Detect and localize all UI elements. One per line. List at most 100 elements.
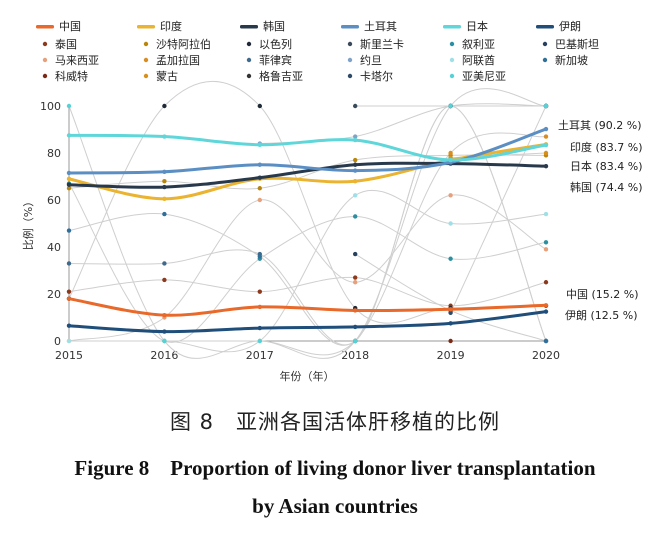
- highlighted-series-lines: [66, 126, 549, 334]
- series-point: [162, 184, 167, 190]
- other-series-point: [257, 103, 262, 109]
- legend-marker: [143, 73, 149, 79]
- legend-entry: 泰国: [55, 37, 77, 51]
- figure-caption-cn: 图 8 亚洲各国活体肝移植的比例: [169, 410, 501, 434]
- legend-entry: 菲律宾: [259, 53, 292, 67]
- other-series-point: [66, 261, 72, 266]
- other-series-point: [66, 103, 72, 109]
- series-point: [257, 142, 262, 147]
- other-series-line: [68, 194, 547, 342]
- series-point: [162, 169, 167, 174]
- other-series-point: [543, 280, 549, 285]
- series-line: [67, 161, 548, 189]
- other-series-point: [353, 280, 358, 285]
- series-point: [66, 133, 72, 138]
- series-point: [353, 162, 358, 167]
- other-series-point: [353, 134, 358, 139]
- y-tick-label: 60: [47, 194, 61, 207]
- other-series-point: [448, 256, 453, 261]
- other-series-line: [68, 154, 547, 190]
- other-series-point: [448, 221, 453, 226]
- series-end-label: 伊朗 (12.5 %): [565, 309, 638, 322]
- other-series-point: [543, 247, 549, 252]
- other-series-point: [162, 103, 167, 109]
- legend-swatch: [341, 25, 359, 29]
- legend-entry: 马来西亚: [55, 54, 99, 67]
- series-end-label: 土耳其 (90.2 %): [558, 119, 642, 132]
- x-axis-label: 年份（年）: [280, 369, 335, 383]
- legend-marker: [246, 41, 252, 47]
- series-point: [543, 126, 549, 132]
- other-series-point: [162, 179, 167, 184]
- series-end-label: 中国 (15.2 %): [566, 288, 639, 301]
- other-series-point: [543, 150, 549, 156]
- legend-entry: 叙利亚: [462, 37, 495, 51]
- legend-swatch: [536, 25, 554, 29]
- figure-caption-en-line2: by Asian countries: [252, 494, 418, 518]
- figure-caption-en-line1: Figure 8 Proportion of living donor live…: [74, 456, 596, 480]
- legend-swatch: [443, 25, 461, 29]
- legend-swatch: [36, 25, 54, 29]
- other-series-line: [68, 276, 547, 307]
- series-point: [543, 303, 549, 308]
- other-series-point: [448, 103, 453, 109]
- other-series-points: [66, 103, 549, 344]
- legend-entry: 巴基斯坦: [555, 37, 599, 51]
- legend-marker: [449, 41, 455, 47]
- x-tick-label: 2018: [341, 349, 369, 362]
- series-point: [66, 296, 72, 301]
- series-point: [162, 312, 167, 318]
- y-axis-label: 比例（%）: [21, 196, 35, 250]
- other-series-line: [354, 253, 547, 342]
- series-point: [162, 329, 167, 334]
- legend-entry: 科威特: [55, 69, 88, 83]
- series-end-label: 韩国 (74.4 %): [570, 180, 643, 194]
- other-series-line: [68, 80, 547, 324]
- series-point: [353, 179, 358, 184]
- x-tick-label: 2015: [55, 349, 83, 362]
- series-line: [67, 142, 548, 201]
- legend-swatch: [240, 25, 258, 29]
- other-series-point: [257, 197, 262, 203]
- other-series-point: [353, 193, 358, 198]
- other-series-point: [162, 211, 167, 217]
- y-tick-label: 100: [40, 100, 61, 113]
- legend-marker: [42, 41, 48, 47]
- legend-marker: [347, 41, 353, 47]
- axes: 0 20 40 60 80 100 2015 2016 2017 2018 2019 2020 比例…: [21, 100, 560, 383]
- legend-entry: 沙特阿拉伯: [156, 37, 211, 51]
- series-point: [257, 162, 262, 167]
- other-series-point: [162, 277, 167, 283]
- series-point: [543, 142, 549, 148]
- legend-entry: 亚美尼亚: [462, 70, 506, 83]
- other-series-point: [257, 338, 262, 344]
- series-point: [543, 309, 549, 314]
- other-series-point: [66, 338, 72, 344]
- y-tick-label: 0: [54, 335, 61, 348]
- series-point: [66, 170, 72, 176]
- series-point: [257, 175, 262, 180]
- other-series-point: [448, 310, 453, 315]
- other-series-point: [448, 150, 453, 156]
- y-tick-label: 20: [47, 288, 61, 301]
- series-point: [162, 134, 167, 139]
- legend-marker: [143, 41, 149, 47]
- series-point: [353, 308, 358, 313]
- series-line: [67, 310, 548, 334]
- legend-entry: 土耳其: [364, 20, 397, 33]
- series-point: [543, 163, 549, 169]
- other-series-point: [257, 289, 262, 294]
- series-line: [67, 297, 548, 317]
- series-point: [353, 137, 358, 143]
- other-series-point: [448, 338, 453, 344]
- other-series-line: [450, 105, 547, 314]
- legend-marker: [449, 57, 455, 63]
- other-series-point: [543, 211, 549, 217]
- other-series-point: [66, 186, 72, 191]
- other-series-point: [66, 228, 72, 233]
- legend-entry: 以色列: [259, 37, 292, 51]
- other-series-point: [66, 289, 72, 294]
- end-labels: 中国 (15.2 %) 印度 (83.7 %) 韩国 (74.4 %) 土耳其 (90…: [558, 119, 643, 322]
- other-series-point: [353, 157, 358, 163]
